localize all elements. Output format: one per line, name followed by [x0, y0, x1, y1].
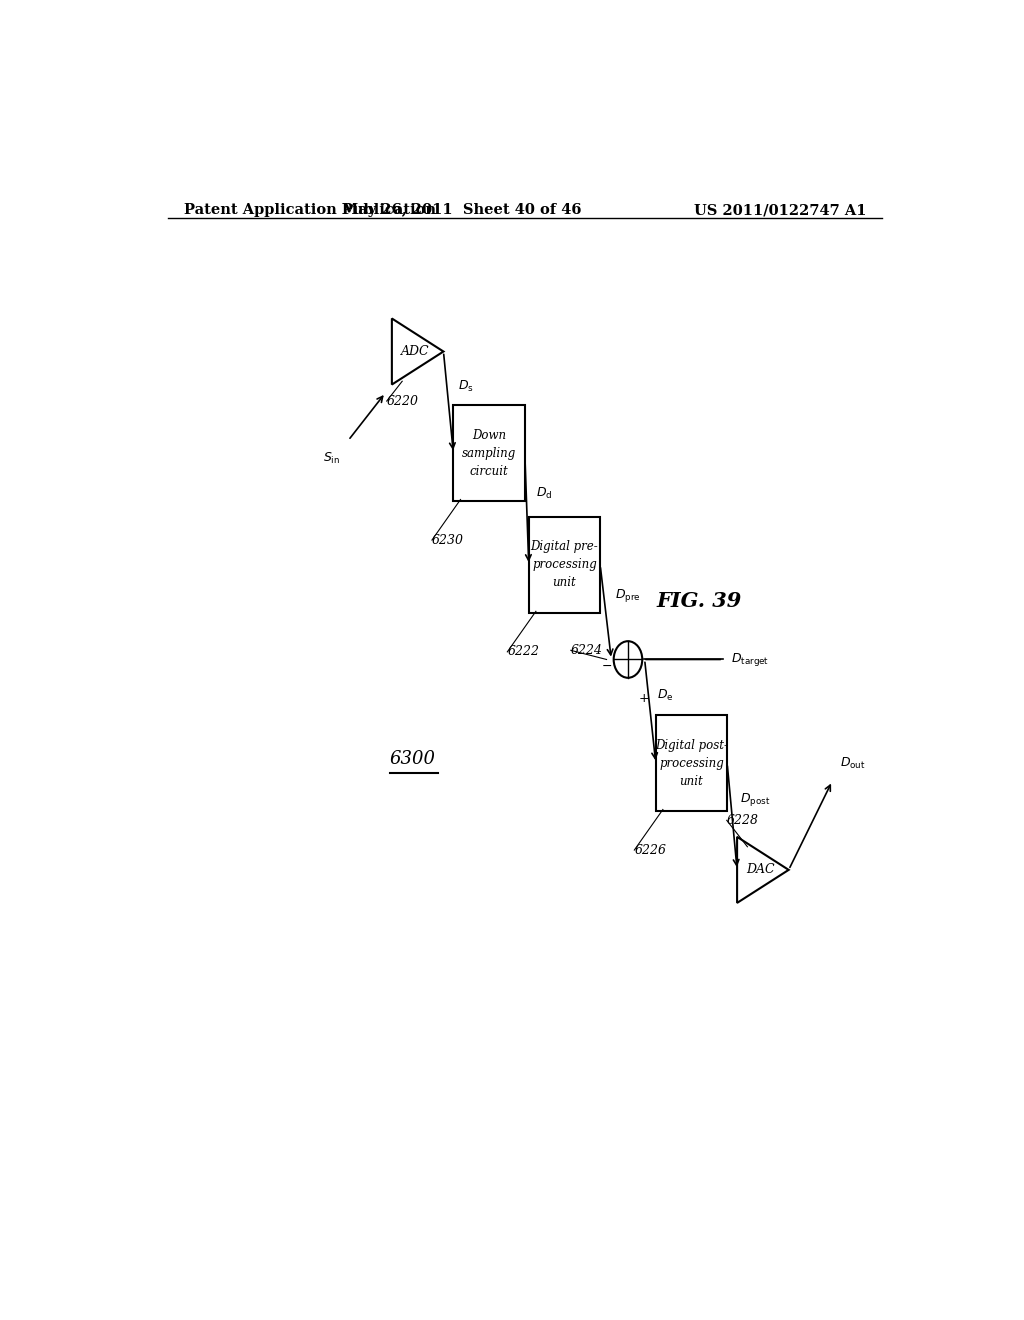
Text: $-$: $-$ [601, 659, 612, 672]
Text: Patent Application Publication: Patent Application Publication [183, 203, 435, 218]
Text: $+$: $+$ [638, 693, 649, 705]
Text: $D_{\rm out}$: $D_{\rm out}$ [841, 755, 866, 771]
Text: 6222: 6222 [507, 645, 540, 659]
Text: 6300: 6300 [390, 750, 436, 768]
Text: $D_{\rm e}$: $D_{\rm e}$ [657, 688, 674, 704]
Text: Digital pre-
processing
unit: Digital pre- processing unit [530, 540, 598, 590]
Text: US 2011/0122747 A1: US 2011/0122747 A1 [693, 203, 866, 218]
Text: Down
sampling
circuit: Down sampling circuit [462, 429, 516, 478]
Text: $D_{\rm pre}$: $D_{\rm pre}$ [614, 587, 641, 605]
Bar [655, 715, 727, 812]
Bar [454, 405, 524, 502]
Text: DAC: DAC [746, 863, 774, 876]
Text: 6228: 6228 [727, 814, 759, 826]
Text: ADC: ADC [400, 345, 429, 358]
Text: Digital post-
processing
unit: Digital post- processing unit [655, 739, 728, 788]
Text: FIG. 39: FIG. 39 [656, 590, 742, 611]
Text: $S_{\rm in}$: $S_{\rm in}$ [324, 450, 340, 466]
Text: 6224: 6224 [570, 644, 603, 657]
Text: May 26, 2011  Sheet 40 of 46: May 26, 2011 Sheet 40 of 46 [342, 203, 581, 218]
Text: $D_{\rm target}$: $D_{\rm target}$ [731, 651, 769, 668]
Bar [528, 516, 600, 614]
Text: 6220: 6220 [387, 395, 419, 408]
Text: 6230: 6230 [432, 533, 464, 546]
Text: 6226: 6226 [634, 843, 667, 857]
Text: $D_{\rm s}$: $D_{\rm s}$ [458, 379, 474, 395]
Text: $D_{\rm post}$: $D_{\rm post}$ [740, 792, 770, 808]
Text: $D_{\rm d}$: $D_{\rm d}$ [537, 486, 553, 500]
